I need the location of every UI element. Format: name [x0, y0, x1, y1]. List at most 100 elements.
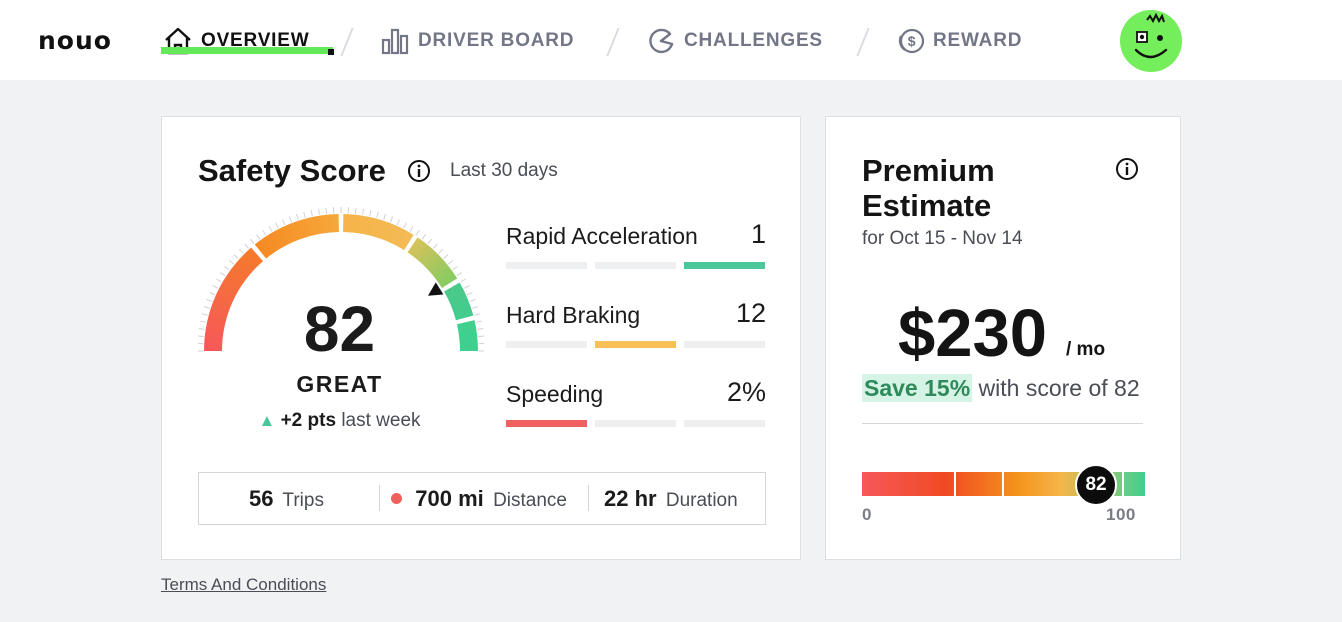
gauge-tick	[209, 291, 216, 296]
nav-challenges[interactable]: CHALLENGES	[646, 24, 823, 58]
gauge-tick	[244, 243, 250, 249]
nav-reward[interactable]: $ REWARD	[895, 24, 1022, 58]
gauge-tick	[249, 238, 255, 245]
period-label: Last 30 days	[450, 160, 558, 181]
gauge-tick	[447, 259, 454, 265]
gauge-tick	[421, 234, 427, 240]
gauge-tick	[477, 327, 484, 330]
gauge-tick	[389, 216, 394, 223]
savings-text: with score of 82	[972, 375, 1140, 401]
top-navigation-bar: nouo OVERVIEW DRIVER BOARD CHALLENGES	[0, 0, 1342, 80]
savings-line: Save 15% with score of 82	[862, 374, 1140, 402]
metric-rapid-acceleration-segment	[684, 262, 765, 269]
gauge-tick	[383, 213, 386, 220]
gauge-tick	[255, 234, 261, 240]
coin-icon: $	[898, 28, 925, 54]
gauge-tick	[212, 285, 219, 289]
stat-distance-value: 700 mi	[415, 486, 484, 511]
gauge-tick	[415, 229, 420, 236]
trip-stats-box: 56 Trips 700 mi Distance 22 hr Duration	[198, 472, 766, 525]
terms-and-conditions-link[interactable]: Terms And Conditions	[161, 575, 327, 594]
metric-hard-braking-label: Hard Braking	[506, 302, 641, 328]
distance-dot-icon	[391, 493, 402, 504]
gauge-tick	[268, 226, 273, 232]
gauge-tick	[228, 259, 235, 265]
gauge-tick	[203, 306, 210, 309]
premium-price-unit: / mo	[1066, 339, 1106, 360]
premium-title: Premium Estimate	[862, 153, 995, 223]
metric-rapid-acceleration-segment	[595, 262, 676, 269]
gauge-tick	[200, 320, 207, 323]
gauge-tick	[472, 306, 479, 309]
metric-hard-braking-segment	[595, 341, 676, 348]
safety-score-value: 82	[303, 293, 376, 365]
metric-hard-braking-value: 12	[735, 298, 766, 328]
gauge-tick	[281, 219, 286, 226]
gauge-tick	[224, 265, 230, 271]
active-tab-underline	[161, 47, 333, 54]
gauge-tick	[427, 238, 433, 245]
gauge-segment	[456, 320, 478, 351]
gauge-segment	[444, 282, 474, 321]
gauge-tick	[438, 248, 444, 254]
scale-min-label: 0	[862, 505, 872, 524]
gauge-tick	[463, 285, 470, 289]
stat-duration-value: 22 hr	[604, 486, 657, 511]
nav-driver-board[interactable]: DRIVER BOARD	[380, 24, 574, 58]
premium-price: $230	[898, 296, 1048, 371]
stat-duration: 22 hr Duration	[604, 486, 738, 512]
premium-estimate-card: Premium Estimate for Oct 15 - Nov 14 $23…	[825, 116, 1181, 560]
gauge-tick	[262, 229, 267, 236]
stat-duration-label: Duration	[665, 490, 738, 511]
gauge-tick	[403, 222, 407, 229]
score-scale-marker: 82	[1075, 464, 1118, 506]
gauge-tick	[317, 208, 320, 215]
user-avatar[interactable]	[1120, 10, 1182, 72]
gauge-tick	[198, 335, 204, 338]
gauge-tick	[362, 208, 365, 215]
gauge-tick	[369, 210, 372, 217]
smiley-avatar-icon	[1134, 12, 1168, 59]
gauge-tick	[460, 278, 466, 283]
gauge-tick	[216, 278, 222, 283]
safety-score-title: Safety Score	[198, 153, 386, 188]
active-tab-underline-end	[328, 49, 334, 55]
metric-speeding-label: Speeding	[506, 381, 604, 407]
nav-driver-board-label: DRIVER BOARD	[418, 30, 575, 51]
divider	[862, 423, 1143, 424]
safety-score-rating: GREAT	[296, 371, 383, 397]
info-icon[interactable]	[407, 159, 431, 183]
nav-challenges-label: CHALLENGES	[684, 30, 823, 51]
scale-tick	[954, 472, 956, 496]
stat-distance-label: Distance	[493, 490, 567, 511]
info-icon[interactable]	[1115, 157, 1139, 181]
gauge-tick	[206, 298, 213, 303]
gauge-tick	[466, 291, 473, 296]
score-change: ▲ +2 pts last week	[232, 410, 447, 432]
metric-speeding-segment	[595, 420, 676, 427]
premium-title-line1: Premium	[862, 153, 995, 188]
gauge-tick	[238, 248, 244, 254]
gauge-tick	[325, 207, 328, 214]
gauge-tick	[432, 243, 438, 249]
score-change-suffix: last week	[341, 410, 421, 431]
gauge-tick	[288, 216, 293, 223]
savings-highlight: Save 15%	[862, 374, 973, 402]
stat-separator	[588, 485, 589, 511]
nouo-logo[interactable]: nouo	[38, 26, 112, 55]
gauge-segment	[343, 214, 414, 251]
metric-rapid-acceleration-label: Rapid Acceleration	[506, 223, 698, 249]
gauge-tick	[354, 207, 357, 214]
gauge-segment	[254, 214, 339, 259]
nav-separator	[606, 28, 620, 56]
nav-separator	[340, 28, 354, 56]
gauge-tick	[219, 272, 226, 277]
arrow-up-icon: ▲	[258, 411, 276, 430]
safety-score-gauge	[198, 207, 484, 352]
stat-trips-label: Trips	[282, 490, 324, 511]
gauge-tick	[376, 211, 379, 218]
gauge-pointer	[427, 282, 444, 296]
scale-tick	[1002, 472, 1004, 496]
score-change-value: +2 pts	[280, 410, 337, 431]
safety-score-card: Safety Score Last 30 days 82 GREAT ▲ +2 …	[161, 116, 801, 560]
